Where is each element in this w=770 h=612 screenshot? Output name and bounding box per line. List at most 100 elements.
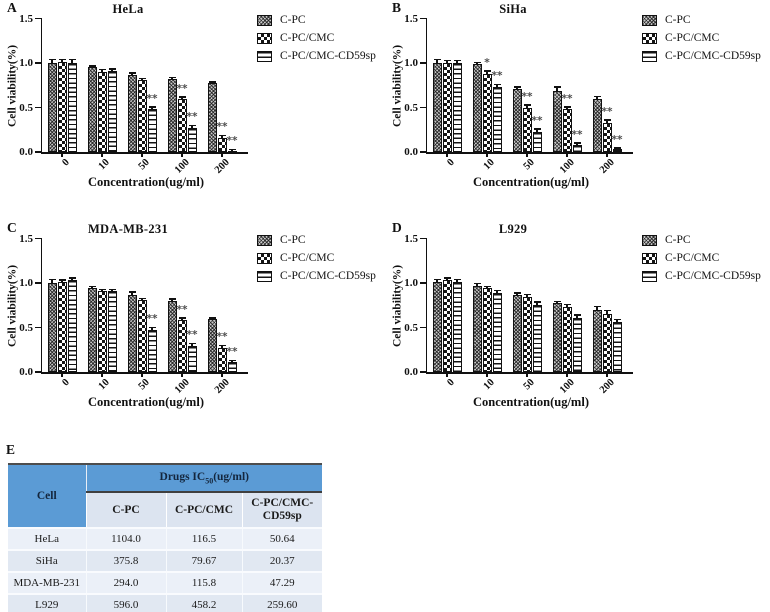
significance-label: ** — [226, 135, 238, 148]
error-bar-whisker — [221, 346, 223, 348]
bar-hlines — [147, 109, 157, 152]
y-tick-label: 1.0 — [404, 277, 418, 289]
bar-crosshatch — [472, 285, 482, 372]
bar-crosshatch — [47, 283, 57, 372]
bar-checker — [602, 314, 612, 372]
error-bar-cap — [98, 68, 106, 71]
error-bar-cap — [553, 300, 561, 303]
error-bar-whisker — [606, 311, 608, 315]
chart-title: SiHa — [499, 2, 527, 16]
error-bar-whisker — [576, 143, 578, 145]
error-bar-cap — [493, 83, 501, 86]
bar-hlines — [492, 87, 502, 152]
bar-checker — [177, 320, 187, 372]
error-bar-cap — [88, 285, 96, 288]
error-bar-whisker — [131, 73, 133, 75]
x-axis-title: Concentration(ug/ml) — [88, 175, 204, 189]
bar-crosshatch — [432, 282, 442, 372]
error-bar-cap — [483, 70, 491, 72]
error-bar-whisker — [191, 344, 193, 347]
legend-label: C-PC/CMC — [280, 252, 335, 264]
legend: C-PC C-PC/CMC C-PC/CMC-CD59sp — [642, 233, 761, 283]
y-axis-line — [40, 237, 42, 374]
bar-hlines — [452, 63, 462, 152]
error-bar-cap — [128, 72, 136, 74]
error-bar-cap — [453, 278, 461, 281]
bar-hlines — [107, 291, 117, 372]
table-row-mda-mb-231: MDA-MB-231 294.0 115.8 47.29 — [8, 571, 323, 594]
error-bar-whisker — [211, 318, 213, 320]
error-bar-cap — [453, 59, 461, 62]
chart-title: L929 — [498, 222, 528, 236]
panel-label-e: E — [6, 442, 16, 457]
x-axis-line — [40, 372, 248, 374]
error-bar-whisker — [486, 287, 488, 289]
table-row-l929: L929 596.0 458.2 259.60 — [8, 593, 323, 612]
bar-crosshatch — [432, 63, 442, 152]
legend-item: C-PC/CMC — [642, 251, 761, 265]
y-tick — [35, 282, 41, 284]
error-bar-whisker — [526, 295, 528, 298]
legend-swatch-crosshatch — [257, 14, 272, 26]
error-bar-whisker — [141, 299, 143, 300]
bar-checker — [482, 73, 492, 152]
panel-ic50-table: E Cell Drugs IC50(ug/ml) C-PC C-PC/CMC C… — [0, 440, 340, 612]
error-bar-cap — [513, 292, 521, 294]
error-bar-whisker — [436, 60, 438, 63]
bar-hlines — [67, 280, 77, 372]
bar-checker — [97, 71, 107, 152]
error-bar-whisker — [456, 61, 458, 63]
bar-hlines — [572, 317, 582, 372]
error-bar-cap — [188, 342, 196, 345]
error-bar-whisker — [436, 280, 438, 283]
x-tick — [566, 153, 568, 157]
error-bar-cap — [68, 277, 76, 279]
legend-swatch-checker — [257, 252, 272, 264]
error-bar-cap — [178, 317, 186, 319]
error-bar-cap — [433, 278, 441, 281]
error-bar-cap — [593, 95, 601, 98]
error-bar-whisker — [446, 278, 448, 281]
error-bar-whisker — [536, 129, 538, 132]
significance-label: ** — [226, 346, 238, 359]
x-axis-line — [425, 372, 633, 374]
y-axis-line — [425, 17, 427, 154]
value-cell: 79.67 — [165, 549, 242, 572]
bar-crosshatch — [472, 63, 482, 152]
value-cell: 115.8 — [165, 571, 242, 594]
y-tick — [35, 326, 41, 329]
panel-letter: D — [392, 220, 402, 235]
value-cell: 596.0 — [85, 593, 166, 612]
error-bar-whisker — [606, 120, 608, 123]
significance-label: ** — [491, 70, 503, 83]
row-label: HeLa — [8, 527, 86, 550]
legend-label: C-PC/CMC-CD59sp — [280, 270, 376, 282]
error-bar-cap — [523, 104, 531, 106]
error-bar-cap — [443, 277, 451, 279]
error-bar-cap — [108, 288, 116, 291]
significance-label: ** — [561, 92, 573, 105]
error-bar-whisker — [171, 78, 173, 79]
panel-siha-chart: B SiHa Cell viability(%) 0.0 0.5 1.0 1.5 0 10 50 1… — [385, 0, 770, 200]
x-axis-title: Concentration(ug/ml) — [88, 395, 204, 409]
error-bar-whisker — [131, 292, 133, 295]
x-axis-title: Concentration(ug/ml) — [473, 395, 589, 409]
bar-crosshatch — [127, 294, 137, 372]
error-bar-cap — [533, 301, 541, 303]
bar-checker — [177, 99, 187, 152]
y-tick — [420, 106, 426, 109]
bar-checker — [137, 299, 147, 372]
x-tick — [181, 153, 183, 157]
y-tick — [420, 17, 426, 20]
legend-label: C-PC/CMC — [280, 32, 335, 44]
bar-checker — [57, 282, 67, 372]
bar-hlines — [532, 131, 542, 152]
error-bar-whisker — [496, 291, 498, 293]
error-bar-cap — [58, 58, 66, 61]
error-bar-whisker — [556, 87, 558, 91]
value-cell: 116.5 — [165, 527, 242, 550]
error-bar-whisker — [456, 280, 458, 283]
y-tick — [420, 237, 426, 240]
x-tick — [446, 373, 448, 377]
error-bar-whisker — [91, 66, 93, 68]
